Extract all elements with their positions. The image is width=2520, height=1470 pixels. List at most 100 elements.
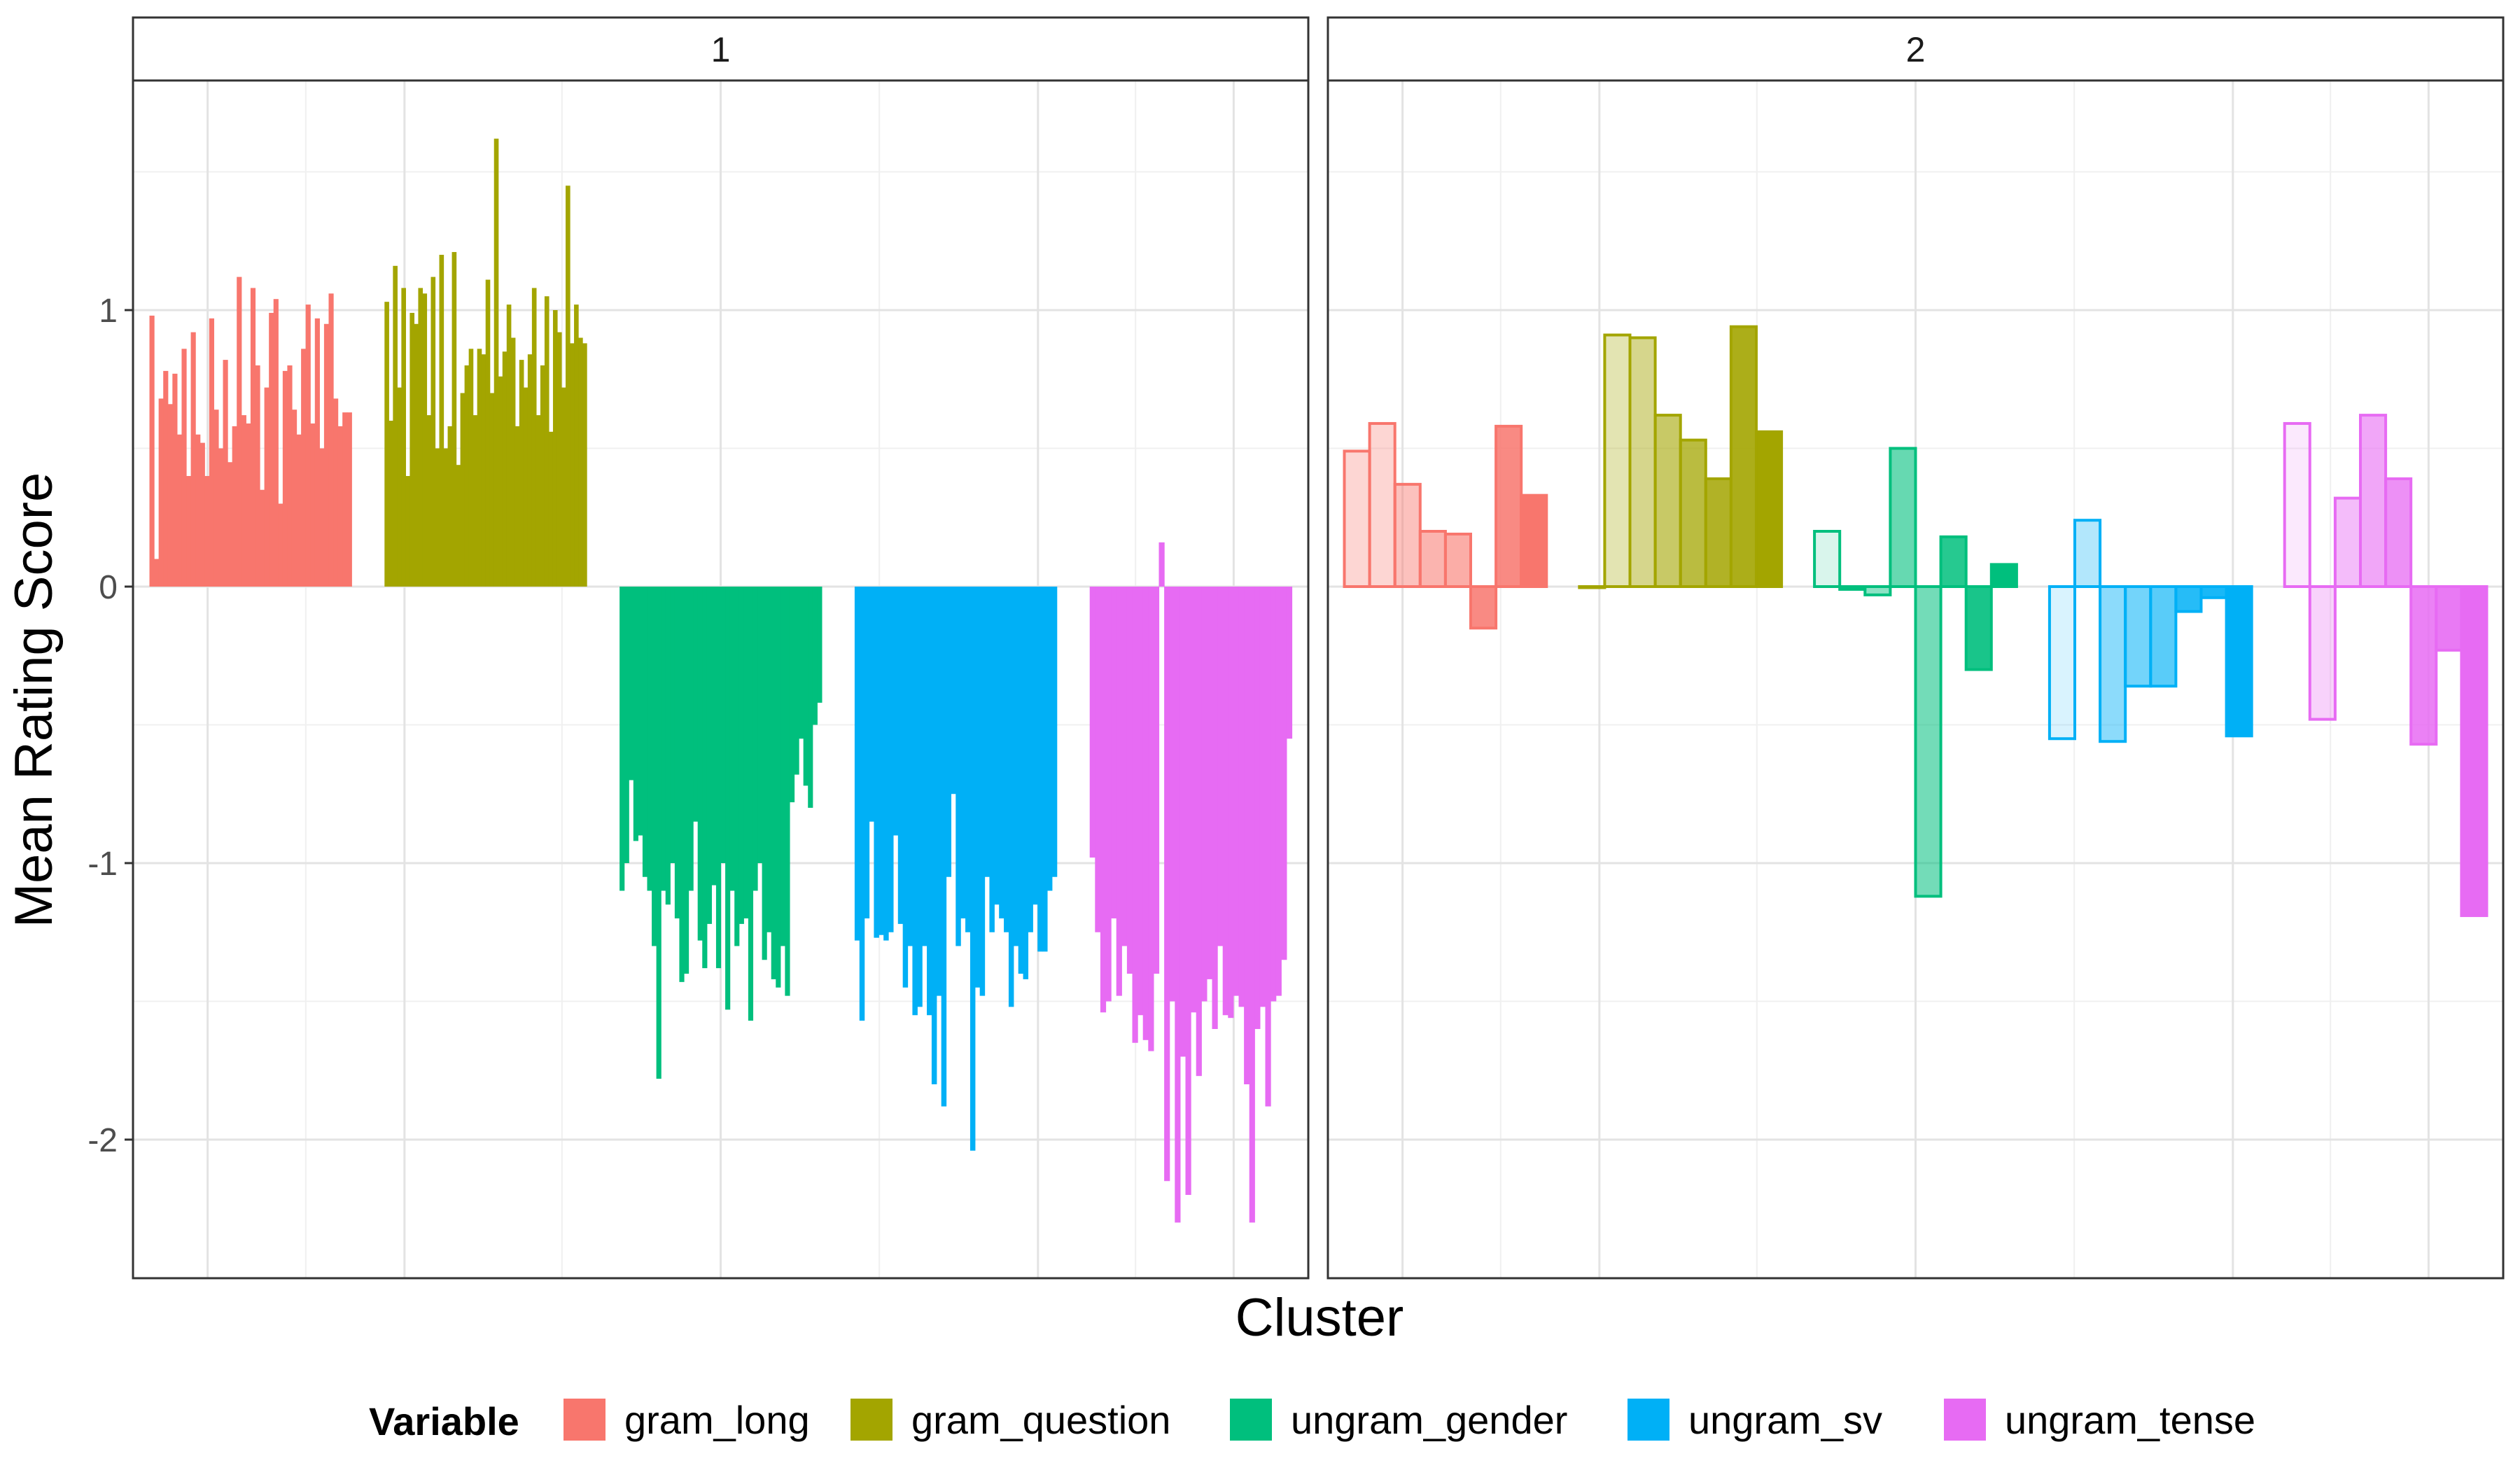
bar-ungram_gender <box>656 587 662 1079</box>
legend-key-gram_long <box>564 1399 606 1441</box>
bar-ungram_sv <box>1042 587 1048 952</box>
bar-ungram_sv <box>965 587 971 932</box>
legend-key-ungram_gender <box>1230 1399 1272 1441</box>
bar-gram_long <box>241 415 246 587</box>
legend-label-gram_question: gram_question <box>911 1398 1170 1442</box>
bar-ungram_tense <box>1217 587 1224 946</box>
bar-ungram_gender <box>633 587 638 841</box>
bar-gram_question <box>552 310 558 587</box>
bar-ungram_tense <box>1238 587 1245 1007</box>
bar-gram_long <box>273 299 279 587</box>
bar-gram_question <box>384 302 389 587</box>
bar-ungram_gender <box>776 587 781 988</box>
bar-ungram_sv <box>907 587 913 946</box>
bar-gram_long <box>291 410 298 587</box>
bar-ungram_gender <box>729 587 735 891</box>
bar-ungram_sv <box>989 587 995 932</box>
bar-gram_long <box>214 410 219 587</box>
bar-ungram_sv <box>1004 587 1009 932</box>
bar-gram_long <box>323 323 330 587</box>
bar-gram_question <box>439 255 444 587</box>
bar-gram_long <box>172 373 178 587</box>
bar-ungram_tense <box>1249 587 1255 1223</box>
bar-ungram_sv <box>878 587 884 935</box>
bar-ungram_gender <box>738 587 744 924</box>
bar-ungram_gender <box>1939 535 1968 589</box>
facet-strip-label: 1 <box>711 30 731 69</box>
bar-ungram_gender <box>1838 585 1867 591</box>
bar-ungram_sv <box>892 587 899 836</box>
bar-gram_question <box>472 415 478 587</box>
bar-ungram_sv <box>883 587 889 941</box>
bar-gram_long <box>282 370 288 587</box>
bar-ungram_tense <box>1281 587 1287 960</box>
bar-ungram_tense <box>2308 585 2337 721</box>
bar-gram_long <box>195 434 201 587</box>
bar-ungram_tense <box>1228 587 1234 1018</box>
bar-ungram_sv <box>917 587 923 1007</box>
bar-gram_question <box>456 465 461 587</box>
bar-ungram_tense <box>2435 585 2463 652</box>
bar-ungram_sv <box>2174 585 2203 613</box>
bar-gram_long <box>163 370 169 587</box>
bar-ungram_sv <box>2047 585 2077 741</box>
bar-ungram_sv <box>931 587 937 1084</box>
bar-gram_long <box>346 412 352 587</box>
bar-gram_long <box>246 423 251 587</box>
bar-ungram_gender <box>757 587 763 863</box>
bar-gram_question <box>1628 336 1657 588</box>
bar-ungram_gender <box>629 587 634 780</box>
bar-ungram_sv <box>979 587 986 996</box>
bar-ungram_tense <box>1121 587 1128 946</box>
bar-gram_question <box>531 288 537 587</box>
bar-ungram_tense <box>2409 585 2438 746</box>
bar-ungram_tense <box>1132 587 1138 1043</box>
bar-gram_long <box>269 312 274 587</box>
y-tick-label: 1 <box>99 293 118 330</box>
bar-ungram_tense <box>2460 585 2488 918</box>
bar-ungram_tense <box>2333 496 2362 588</box>
bar-ungram_sv <box>946 587 952 877</box>
bar-gram_long <box>158 398 164 587</box>
bar-gram_question <box>1653 414 1682 588</box>
bar-ungram_gender <box>697 587 703 941</box>
bar-gram_long <box>264 387 270 587</box>
legend-key-ungram_tense <box>1944 1399 1986 1441</box>
bar-ungram_tense <box>1126 587 1133 974</box>
bar-ungram_tense <box>1089 587 1096 858</box>
bar-ungram_tense <box>1185 587 1191 1195</box>
bar-ungram_tense <box>2384 477 2413 589</box>
bar-ungram_gender <box>674 587 680 918</box>
bar-gram_question <box>388 421 393 587</box>
bar-gram_long <box>278 503 284 587</box>
bar-gram_question <box>544 296 550 587</box>
legend-key-ungram_sv <box>1628 1399 1670 1441</box>
bar-gram_long <box>176 434 183 587</box>
bar-ungram_gender <box>748 587 754 1021</box>
y-axis: 1 0 -1 -2 <box>88 293 133 1159</box>
bar-ungram_sv <box>999 587 1004 918</box>
bar-ungram_gender <box>1914 585 1942 898</box>
bar-gram_question <box>1754 430 1784 588</box>
bar-gram_question <box>548 431 554 587</box>
bar-ungram_tense <box>2283 421 2311 589</box>
bar-ungram_tense <box>1265 587 1271 1107</box>
bar-gram_question <box>460 393 465 587</box>
bar-ungram_sv <box>974 587 981 988</box>
bar-gram_question <box>578 337 583 587</box>
bar-gram_long <box>319 448 325 587</box>
bar-gram_question <box>556 332 562 587</box>
bar-ungram_tense <box>1201 587 1208 1002</box>
bar-gram_long <box>209 318 214 587</box>
bar-gram_question <box>502 351 507 587</box>
bar-gram_question <box>418 288 424 587</box>
bar-ungram_sv <box>859 587 865 1021</box>
bar-ungram_gender <box>706 587 712 924</box>
bar-gram_question <box>464 365 470 587</box>
bar-ungram_tense <box>1259 587 1266 1007</box>
bar-ungram_tense <box>1100 587 1107 1013</box>
bar-ungram_gender <box>720 587 726 863</box>
bar-gram_question <box>574 304 579 587</box>
bar-ungram_sv <box>955 587 961 946</box>
bar-gram_question <box>393 265 398 587</box>
